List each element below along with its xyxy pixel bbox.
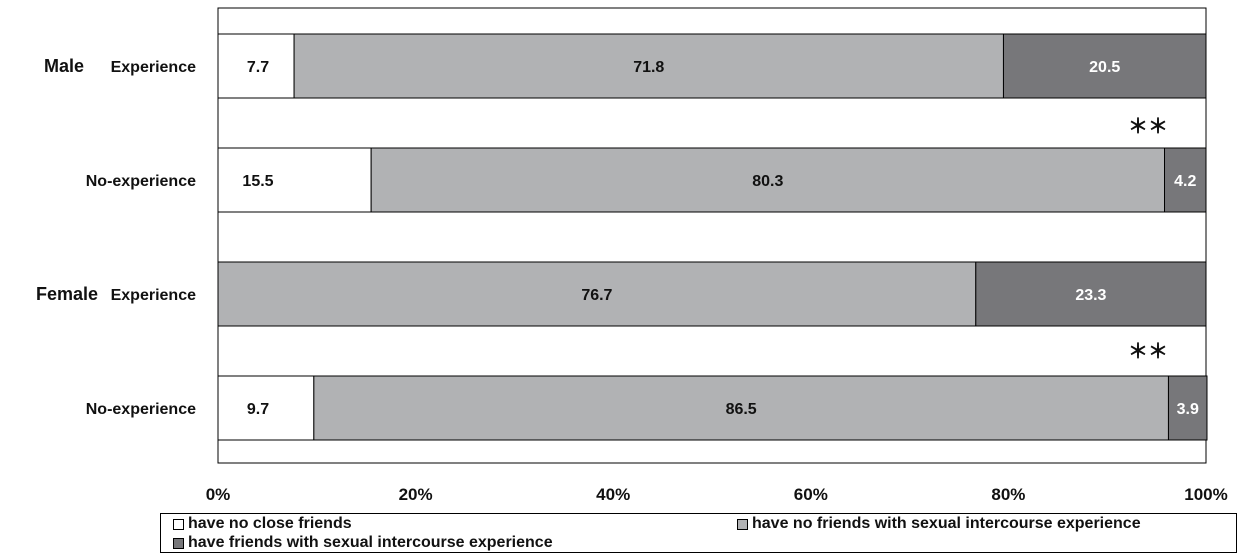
plot-frame [217,7,1207,464]
bar-value-label: 71.8 [633,59,664,76]
bar-segment [370,147,1166,213]
group-label: Male [44,56,84,76]
legend-label-no-close-friends: have no close friends [188,515,352,532]
bar-segment [1167,375,1208,441]
category-label: Experience [111,59,196,76]
legend-swatch-no-close-friends [173,518,184,530]
bar-value-label: 3.9 [1177,401,1199,418]
bar-value-label: 4.2 [1174,173,1196,190]
legend-label-friends-with-experience: have friends with sexual intercourse exp… [188,534,553,551]
legend-item-friends-with-experience: have friends with sexual intercourse exp… [173,534,553,552]
bar-segment [217,375,315,441]
stacked-bar-chart: 7.7 71.8 20.5 Experience 15.5 80.3 4.2 No-exper… [36,7,1228,504]
bar-segment [1164,147,1207,213]
bar-segment [975,261,1207,327]
x-tick-label: 80% [991,485,1025,504]
bar-value-label: 76.7 [581,287,612,304]
x-tick-label: 40% [596,485,630,504]
group-label: Female [36,284,98,304]
category-label: No-experience [86,401,196,418]
x-tick-label: 20% [399,485,433,504]
legend-item-no-close-friends: have no close friends [173,515,352,533]
x-tick-label: 60% [794,485,828,504]
bar-value-label: 20.5 [1089,59,1120,76]
bar-segment [1002,33,1207,99]
x-tick-label: 0% [206,485,231,504]
bar-value-label: 15.5 [242,173,273,190]
legend-label-no-friends-with-experience: have no friends with sexual intercourse … [752,515,1141,532]
legend-swatch-friends-with-experience [173,537,184,549]
category-label: No-experience [86,173,196,190]
bar-segment [217,33,295,99]
significance-marker: ＊＊ [1128,339,1168,363]
bar-value-label: 80.3 [752,173,783,190]
bar-segment [313,375,1169,441]
bar-value-label: 23.3 [1075,287,1106,304]
legend-item-no-friends-with-experience: have no friends with sexual intercourse … [737,515,1141,533]
legend: have no close friends have no friends wi… [160,513,1237,553]
bar-segment [217,261,977,327]
bar-value-label: 86.5 [726,401,757,418]
legend-swatch-no-friends-with-experience [737,518,748,530]
category-label: Experience [111,287,196,304]
bar-value-label: 9.7 [247,401,269,418]
bar-value-label: 7.7 [247,59,269,76]
bar-segment [293,33,1004,99]
significance-marker: ＊＊ [1128,114,1168,138]
bar-segment [217,147,372,213]
x-tick-label: 100% [1184,485,1227,504]
